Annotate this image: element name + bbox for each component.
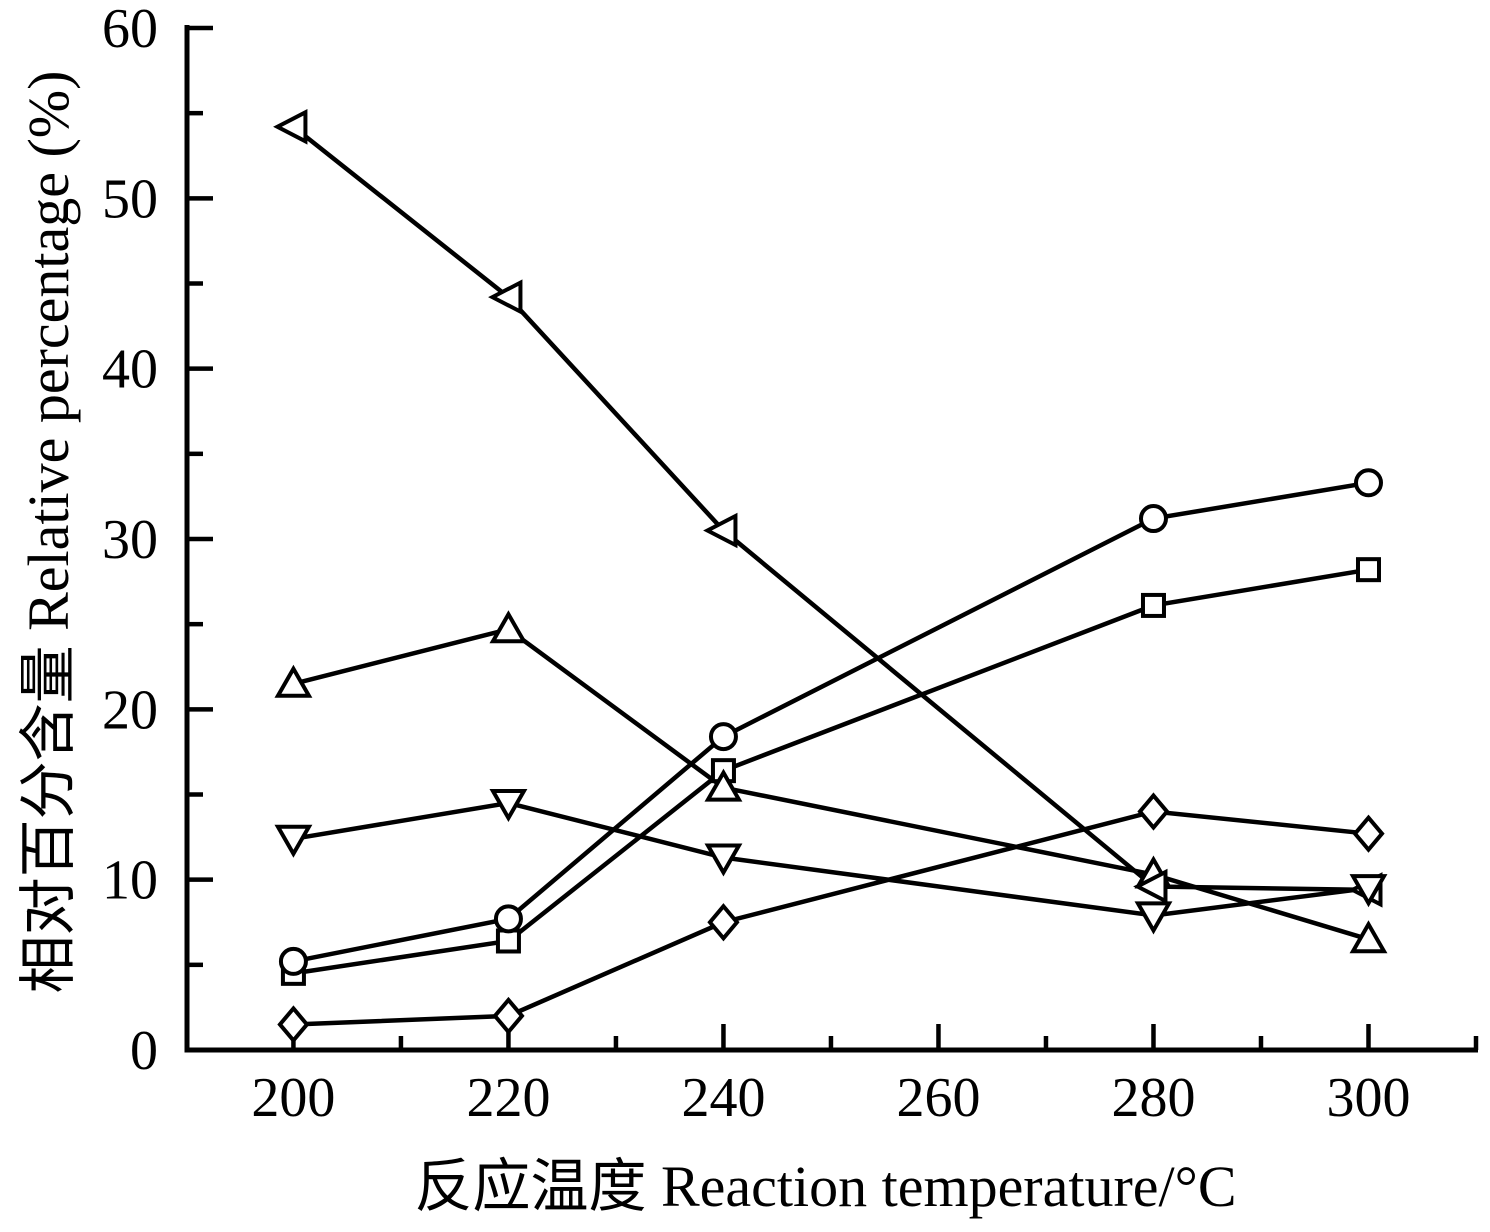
triangle-up-marker: [489, 610, 528, 644]
y-tick-label: 50: [102, 168, 158, 230]
x-tick-label: 200: [251, 1067, 335, 1129]
y-tick-label: 60: [102, 0, 158, 60]
y-tick-label: 20: [102, 679, 158, 741]
y-tick-label: 30: [102, 509, 158, 571]
x-tick-label: 220: [466, 1067, 550, 1129]
diamond-marker: [492, 996, 525, 1036]
circle-marker: [1353, 468, 1383, 498]
triangle-up-marker: [274, 664, 313, 698]
triangle-down-marker: [274, 824, 313, 858]
triangle-down-marker: [1349, 874, 1388, 908]
diamond-marker: [1137, 792, 1170, 831]
triangle-up-marker: [1349, 920, 1388, 954]
diamond-marker: [1352, 814, 1385, 853]
x-tick-label: 260: [896, 1067, 980, 1129]
circle-marker: [1138, 504, 1168, 534]
square-marker: [1355, 557, 1381, 583]
square-marker: [495, 928, 521, 954]
triangle-up-marker: [704, 768, 743, 802]
y-axis-label: 相对百分含量 Relative percentage (%): [16, 71, 81, 994]
diamond-marker: [277, 1005, 310, 1044]
triangle-down-marker: [704, 843, 743, 877]
triangle-left-marker: [273, 109, 308, 145]
x-tick-label: 300: [1326, 1067, 1410, 1129]
y-tick-label: 40: [102, 339, 158, 401]
triangle-left-marker: [1133, 868, 1168, 905]
x-tick-label: 240: [681, 1067, 765, 1129]
x-axis-label: 反应温度 Reaction temperature/°C: [414, 1154, 1236, 1219]
circle-marker: [708, 722, 738, 752]
triangle-left-marker: [488, 279, 523, 315]
triangle-left-marker: [703, 512, 738, 549]
x-tick-label: 280: [1111, 1067, 1195, 1129]
y-tick-label: 0: [130, 1020, 158, 1082]
diamond-marker: [707, 903, 740, 942]
square-marker: [1140, 592, 1166, 618]
triangle-down-marker: [1134, 901, 1173, 935]
circle-marker: [493, 904, 523, 934]
triangle-down-marker: [489, 789, 528, 823]
y-tick-label: 10: [102, 850, 158, 912]
circle-marker: [278, 946, 308, 976]
